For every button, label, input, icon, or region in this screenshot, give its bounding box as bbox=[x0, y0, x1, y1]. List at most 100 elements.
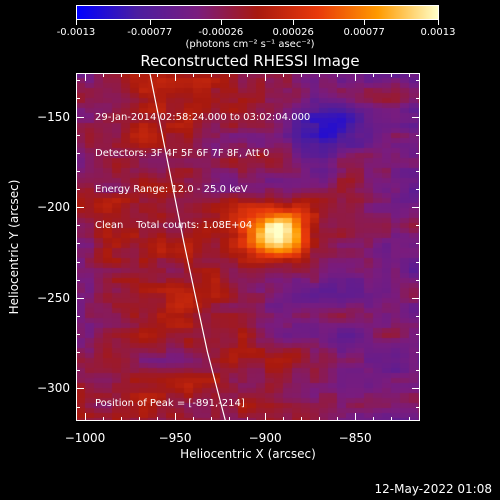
y-axis-label-container: Heliocentric Y (arcsec) bbox=[4, 73, 24, 421]
y-minor-tick bbox=[416, 279, 420, 281]
x-axis-label: Heliocentric X (arcsec) bbox=[180, 447, 316, 461]
y-minor-tick bbox=[416, 388, 420, 390]
y-minor-tick bbox=[76, 297, 80, 299]
solar-limb-line bbox=[149, 73, 227, 421]
x-minor-tick bbox=[211, 417, 213, 421]
y-minor-tick bbox=[76, 406, 80, 408]
y-minor-tick bbox=[416, 243, 420, 245]
x-minor-tick bbox=[229, 73, 231, 77]
y-tick-mark bbox=[76, 388, 84, 390]
y-axis-label: Heliocentric Y (arcsec) bbox=[7, 179, 21, 315]
date-stamp: 12-May-2022 01:08 bbox=[374, 482, 492, 496]
x-minor-tick bbox=[337, 417, 339, 421]
y-minor-tick bbox=[416, 334, 420, 335]
limb-curve bbox=[149, 73, 227, 421]
y-tick-mark bbox=[76, 116, 84, 118]
x-minor-tick bbox=[301, 73, 303, 77]
y-minor-tick bbox=[76, 189, 80, 190]
x-minor-tick bbox=[391, 73, 393, 77]
x-minor-tick bbox=[319, 417, 321, 421]
x-minor-tick bbox=[229, 417, 231, 421]
y-minor-tick bbox=[416, 134, 420, 136]
x-minor-tick bbox=[409, 73, 411, 77]
x-minor-tick bbox=[301, 417, 303, 421]
x-minor-tick bbox=[139, 73, 141, 77]
y-minor-tick bbox=[76, 370, 80, 372]
x-minor-tick bbox=[355, 73, 357, 77]
x-minor-tick bbox=[319, 73, 321, 77]
x-minor-tick bbox=[409, 417, 411, 421]
colorbar-tick bbox=[438, 20, 439, 25]
x-tick-mark bbox=[355, 73, 357, 81]
y-minor-tick bbox=[416, 207, 420, 209]
x-minor-tick bbox=[337, 73, 339, 77]
y-minor-tick bbox=[416, 116, 420, 118]
y-minor-tick bbox=[76, 80, 80, 82]
y-minor-tick bbox=[76, 152, 80, 154]
y-tick-label: −150 bbox=[37, 109, 70, 124]
x-minor-tick bbox=[193, 73, 195, 77]
x-minor-tick bbox=[283, 417, 285, 421]
x-minor-tick bbox=[121, 73, 123, 77]
x-tick-label: −850 bbox=[338, 431, 372, 445]
x-minor-tick bbox=[283, 73, 285, 77]
y-tick-label: −300 bbox=[37, 381, 70, 396]
colorbar-tick bbox=[220, 20, 222, 25]
x-tick-label: −1000 bbox=[64, 431, 106, 445]
colorbar-tick bbox=[293, 20, 295, 25]
colorbar-tick-label: -0.00026 bbox=[198, 27, 244, 38]
x-minor-tick bbox=[355, 417, 357, 421]
colorbar-tick-label: -0.00077 bbox=[127, 27, 173, 38]
y-tick-label: −250 bbox=[37, 290, 70, 305]
x-minor-tick bbox=[175, 417, 177, 421]
y-minor-tick bbox=[76, 225, 80, 227]
x-tick-mark bbox=[85, 73, 86, 81]
chart-title: Reconstructed RHESSI Image bbox=[140, 52, 360, 70]
x-minor-tick bbox=[157, 73, 159, 77]
y-minor-tick bbox=[416, 152, 420, 154]
y-minor-tick bbox=[416, 225, 420, 227]
y-minor-tick bbox=[76, 261, 80, 263]
y-minor-tick bbox=[76, 207, 80, 209]
x-tick-mark bbox=[175, 73, 177, 81]
heatmap-image bbox=[76, 73, 420, 421]
y-minor-tick bbox=[76, 315, 80, 317]
x-minor-tick bbox=[247, 73, 249, 77]
x-minor-tick bbox=[265, 417, 267, 421]
y-minor-tick bbox=[416, 261, 420, 263]
y-minor-tick bbox=[416, 315, 420, 317]
colorbar-units: (photons cm⁻² s⁻¹ asec⁻²) bbox=[185, 39, 315, 50]
peak-position-label: Position of Peak = [-891,-214] bbox=[95, 398, 245, 409]
x-minor-tick bbox=[373, 417, 375, 421]
y-minor-tick bbox=[416, 406, 420, 408]
x-minor-tick bbox=[193, 417, 195, 421]
y-tick-mark bbox=[76, 207, 84, 209]
colorbar-tick-label: 0.00026 bbox=[272, 27, 314, 38]
y-minor-tick bbox=[416, 297, 420, 299]
colorbar-tick-label: 0.00077 bbox=[343, 27, 385, 38]
x-minor-tick bbox=[103, 73, 105, 77]
y-minor-tick bbox=[76, 352, 80, 354]
y-minor-tick bbox=[76, 98, 80, 100]
x-minor-tick bbox=[85, 73, 86, 77]
y-minor-tick bbox=[416, 170, 420, 172]
x-minor-tick bbox=[175, 73, 177, 77]
colorbar-tick bbox=[364, 20, 366, 25]
info-line-time: 29-Jan-2014 02:58:24.000 to 03:02:04.000 bbox=[95, 112, 311, 123]
y-minor-tick bbox=[416, 370, 420, 372]
x-minor-tick bbox=[391, 417, 393, 421]
y-minor-tick bbox=[76, 388, 80, 390]
x-minor-tick bbox=[373, 73, 375, 77]
y-minor-tick bbox=[416, 352, 420, 354]
info-line-clean: Clean Total counts: 1.08E+04 bbox=[95, 220, 253, 231]
plot-area bbox=[76, 73, 420, 421]
y-minor-tick bbox=[416, 189, 420, 190]
x-minor-tick bbox=[121, 417, 123, 421]
colorbar-tick bbox=[76, 20, 77, 25]
y-minor-tick bbox=[76, 170, 80, 172]
y-minor-tick bbox=[76, 134, 80, 136]
observation-info: 29-Jan-2014 02:58:24.000 to 03:02:04.000… bbox=[95, 88, 310, 244]
colorbar-tick bbox=[149, 20, 151, 25]
x-tick-label: −900 bbox=[248, 431, 282, 445]
colorbar-tick-label: -0.0013 bbox=[56, 27, 96, 38]
